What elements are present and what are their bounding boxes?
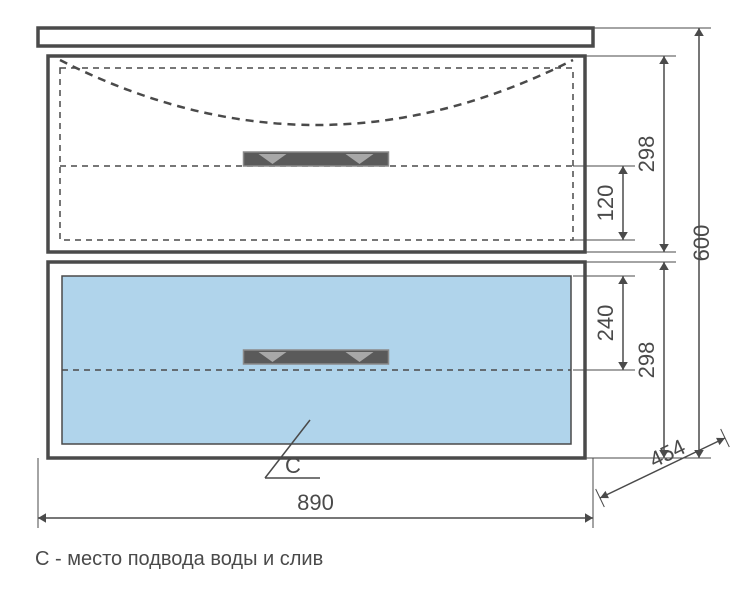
arrowhead [618,232,628,240]
arrowhead [659,244,669,252]
dim-label: 240 [593,305,618,342]
dim-label: 298 [634,136,659,173]
dim-label: 120 [593,185,618,222]
arrowhead [659,262,669,270]
dim-label: 890 [297,490,334,515]
label-c: C [285,453,301,478]
arrowhead [694,28,704,36]
dim-depth-label: 454 [645,434,689,472]
dim-label: 600 [689,225,714,262]
arrowhead [659,56,669,64]
arrowhead [585,513,593,523]
caption-text: С - место подвода воды и слив [35,548,323,570]
arrowhead [38,513,46,523]
arrowhead [618,276,628,284]
dim-label: 298 [634,342,659,379]
basin-curve [60,60,573,125]
arrowhead [618,166,628,174]
arrowhead [618,362,628,370]
countertop [38,28,593,46]
